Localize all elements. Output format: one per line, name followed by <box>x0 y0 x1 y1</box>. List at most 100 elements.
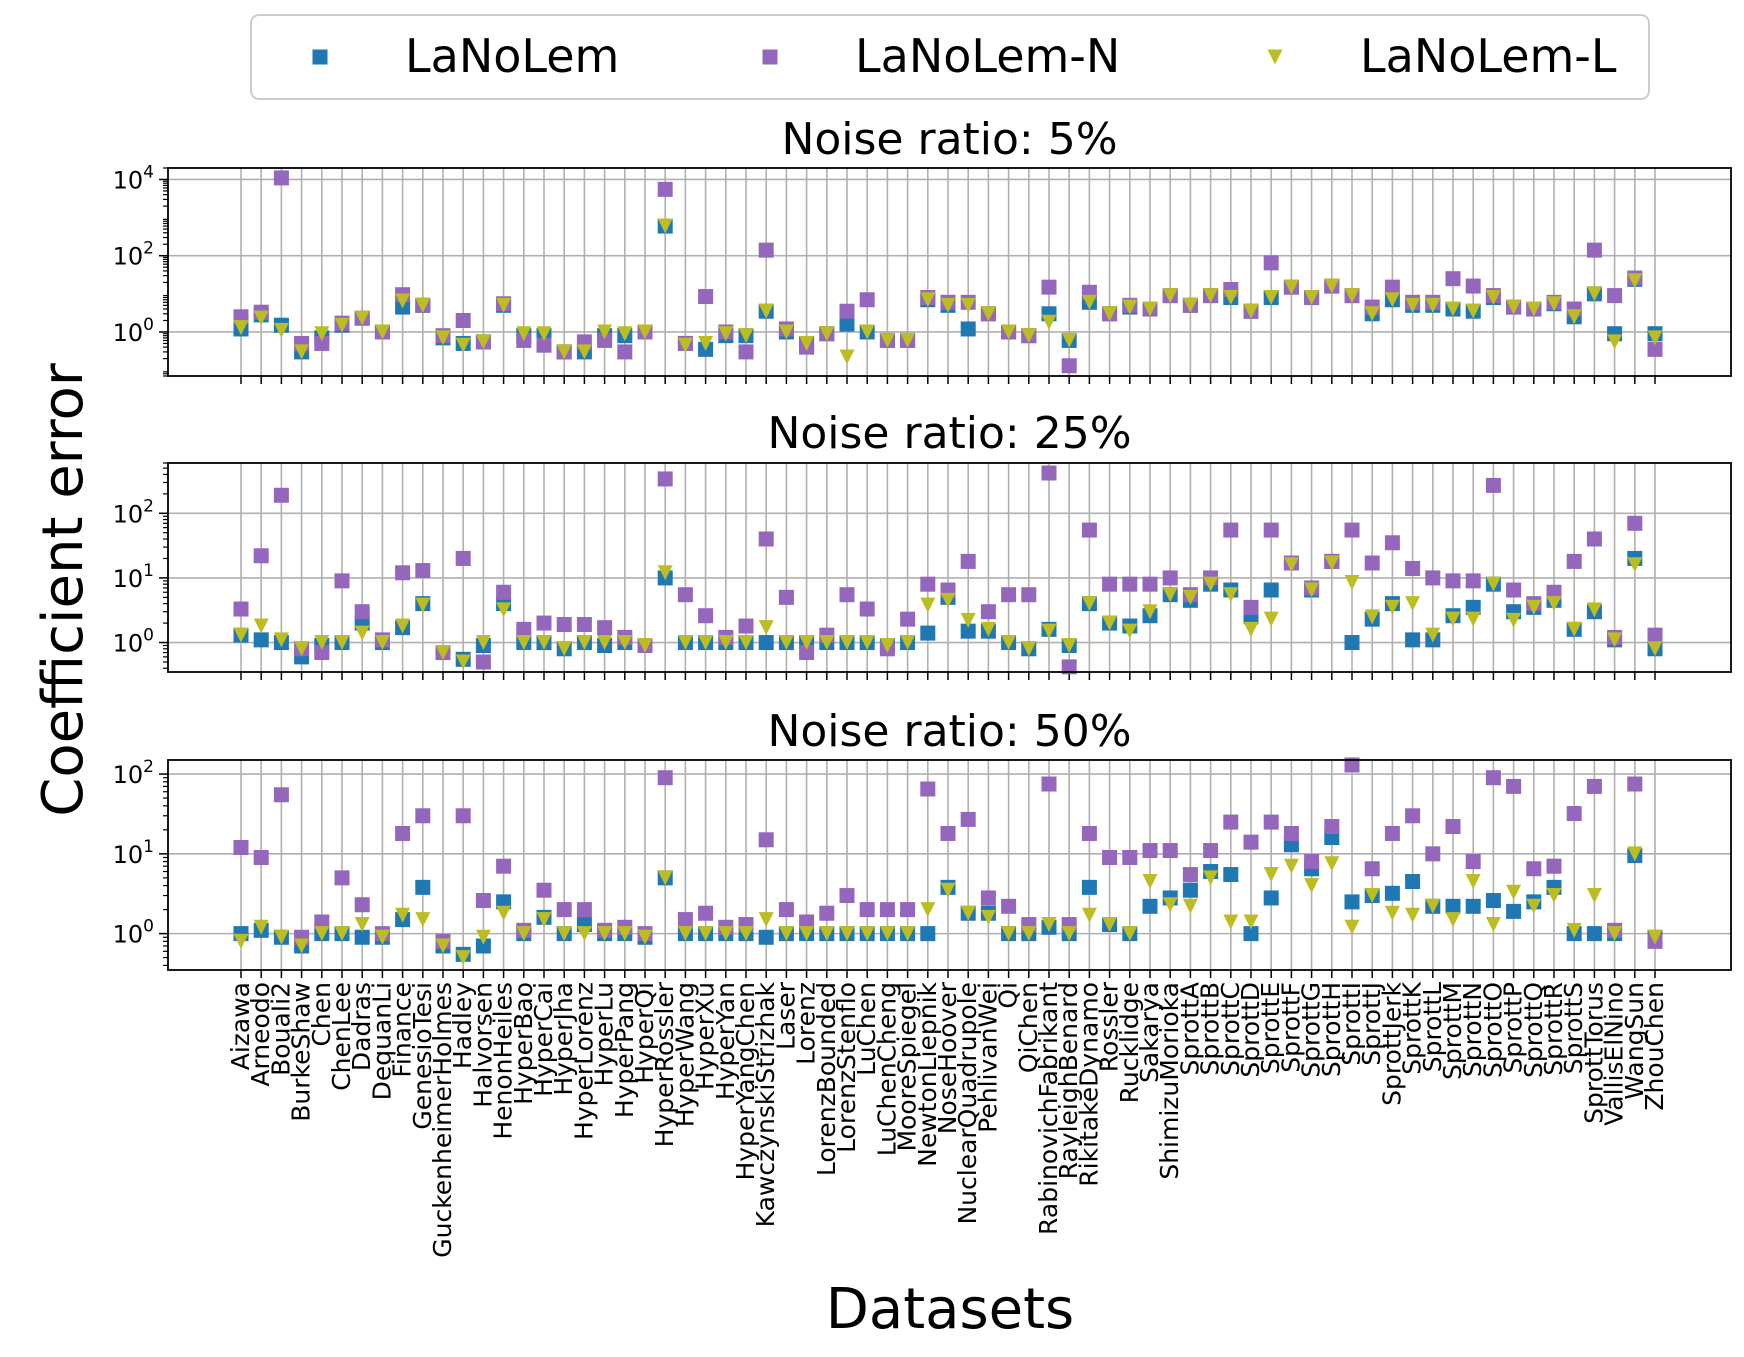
x-tick-label: SprottG <box>1297 982 1326 1078</box>
data-point <box>1566 309 1582 325</box>
data-point <box>1425 898 1441 914</box>
data-point <box>677 926 693 942</box>
data-point <box>940 592 956 608</box>
data-point <box>1445 271 1461 287</box>
x-tick-label: ChenLee <box>327 982 356 1091</box>
x-tick-label: HyperPang <box>610 982 639 1118</box>
data-point <box>1001 587 1017 603</box>
data-point <box>698 905 714 921</box>
legend-label: LaNoLem-L <box>1360 29 1617 83</box>
data-point <box>1243 926 1259 942</box>
x-tick-label: BurkeShaw <box>287 982 316 1122</box>
data-point <box>1627 515 1643 531</box>
data-point <box>1324 856 1340 872</box>
data-point <box>516 926 532 942</box>
data-point <box>920 597 936 613</box>
data-point <box>1122 623 1138 639</box>
data-point <box>1425 846 1441 862</box>
x-tick-label: SprottE <box>1256 982 1285 1074</box>
data-point <box>1607 334 1623 350</box>
data-point <box>233 320 249 336</box>
y-tick-label: 101 <box>113 837 154 869</box>
data-point <box>455 312 471 328</box>
data-point <box>1021 641 1037 657</box>
x-tick-label: SprottTorus <box>1579 982 1608 1124</box>
data-point <box>556 344 572 360</box>
data-point <box>556 902 572 918</box>
data-point <box>1465 599 1481 615</box>
x-tick-label: VallisElNino <box>1600 982 1629 1126</box>
x-tick-label: RabinovichFabrikant <box>1034 982 1063 1235</box>
x-tick-label: NoseHoover <box>933 981 962 1134</box>
panel-frame <box>167 462 1732 673</box>
data-point <box>1465 898 1481 914</box>
data-point <box>374 324 390 340</box>
data-point <box>718 635 734 651</box>
data-point <box>839 635 855 651</box>
data-point <box>1647 929 1663 945</box>
x-tick-label: Halvorsen <box>468 982 497 1108</box>
data-point <box>1586 242 1602 258</box>
data-point <box>1021 328 1037 344</box>
data-point <box>253 618 269 634</box>
data-point <box>1203 576 1219 592</box>
x-tick-label: HyperBao <box>509 982 538 1105</box>
data-point <box>960 297 976 313</box>
data-point <box>1102 306 1118 322</box>
y-tick-label: 104 <box>113 162 154 194</box>
data-point <box>1445 573 1461 589</box>
data-point <box>1506 903 1522 919</box>
data-point <box>253 548 269 564</box>
legend-marker <box>762 49 778 65</box>
data-point <box>1405 560 1421 576</box>
panel-title: Noise ratio: 50% <box>767 706 1131 757</box>
data-point <box>1223 290 1239 306</box>
data-point <box>1102 849 1118 865</box>
data-point <box>617 326 633 342</box>
data-point <box>859 601 875 617</box>
x-tick-label: Hadley <box>448 982 477 1069</box>
data-point <box>1344 894 1360 910</box>
data-point <box>1263 255 1279 271</box>
data-point <box>1142 843 1158 859</box>
data-point <box>253 632 269 648</box>
series-LaNoLem-L <box>233 218 1663 365</box>
data-point <box>900 926 916 942</box>
data-point <box>1263 814 1279 830</box>
data-point <box>597 635 613 651</box>
data-point <box>374 635 390 651</box>
data-point <box>677 587 693 603</box>
x-tick-label: SprottJ <box>1357 982 1386 1066</box>
data-point <box>940 882 956 898</box>
x-tick-label: HyperXu <box>691 982 720 1090</box>
data-point <box>1061 926 1077 942</box>
data-point <box>879 637 895 653</box>
panel-frame <box>167 759 1732 971</box>
data-point <box>1344 288 1360 304</box>
data-point <box>455 337 471 353</box>
data-point <box>1041 776 1057 792</box>
data-point <box>1405 297 1421 313</box>
panel-frame <box>167 167 1732 377</box>
x-tick-label: SprottK <box>1398 981 1427 1074</box>
data-point <box>940 297 956 313</box>
data-point <box>1425 627 1441 643</box>
data-point <box>576 902 592 918</box>
data-point <box>1102 576 1118 592</box>
data-point <box>1425 297 1441 313</box>
data-point <box>1081 825 1097 841</box>
data-point <box>1586 926 1602 942</box>
data-point <box>758 912 774 928</box>
data-point <box>475 654 491 670</box>
data-point <box>859 926 875 942</box>
x-tick-label: SprottS <box>1559 982 1588 1074</box>
x-tick-label: PehlivanWei <box>973 982 1002 1133</box>
data-point <box>273 632 289 648</box>
data-point <box>1061 637 1077 653</box>
legend-marker <box>1267 49 1283 65</box>
y-tick-label: 102 <box>113 239 154 271</box>
data-point <box>960 612 976 628</box>
data-point <box>799 635 815 651</box>
x-tick-label: Arneodo <box>246 982 275 1087</box>
